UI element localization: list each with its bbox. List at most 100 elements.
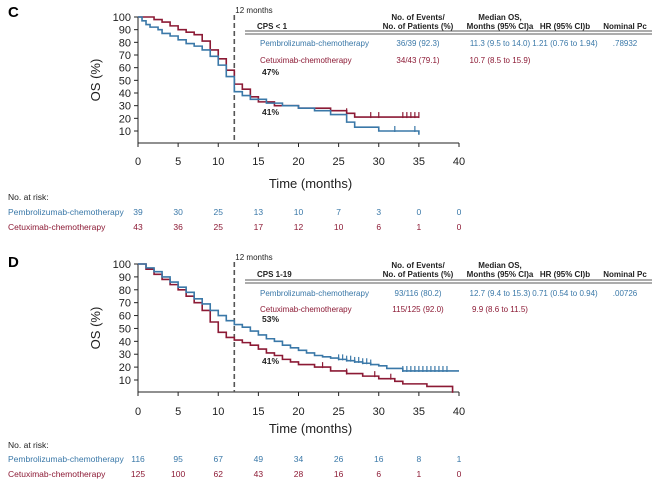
risk-value: 1 — [457, 454, 462, 464]
risk-value: 67 — [214, 454, 224, 464]
x-tick-label: 25 — [333, 156, 345, 168]
risk-value: 10 — [294, 207, 304, 217]
table-cell: 9.9 (8.6 to 11.5) — [472, 305, 528, 314]
risk-value: 116 — [131, 454, 145, 464]
risk-row-label: Pembrolizumab-chemotherapy — [8, 454, 124, 464]
table-header: No. of Events/ — [391, 13, 445, 22]
risk-value: 12 — [294, 222, 304, 232]
x-tick-label: 15 — [252, 156, 264, 168]
x-tick-label: 0 — [135, 156, 141, 168]
risk-value: 10 — [334, 222, 344, 232]
table-cell: 12.7 (9.4 to 15.3) — [470, 289, 531, 298]
x-tick-label: 20 — [292, 156, 304, 168]
y-tick-label: 60 — [119, 63, 131, 75]
table-header: No. of Events/ — [391, 261, 445, 270]
risk-table-title: No. at risk: — [8, 192, 49, 202]
y-tick-label: 40 — [119, 336, 131, 348]
y-tick-label: 40 — [119, 88, 131, 100]
risk-row-label: Cetuximab-chemotherapy — [8, 222, 106, 232]
y-tick-label: 70 — [119, 50, 131, 62]
risk-value: 8 — [417, 454, 422, 464]
table-cell: 10.7 (8.5 to 15.9) — [470, 56, 531, 65]
table-header: Months (95% CI)a — [467, 270, 534, 279]
y-tick-label: 50 — [119, 75, 131, 87]
y-axis-title: OS (%) — [88, 59, 103, 102]
table-header: No. of Patients (%) — [383, 270, 454, 279]
x-axis-title: Time (months) — [269, 421, 352, 436]
panel-letter: C — [8, 4, 19, 21]
table-header: CPS < 1 — [257, 22, 288, 31]
risk-value: 43 — [254, 469, 264, 479]
x-tick-label: 40 — [453, 156, 465, 168]
risk-value: 95 — [173, 454, 183, 464]
x-tick-label: 5 — [175, 406, 181, 418]
risk-value: 100 — [171, 469, 185, 479]
table-cell: 115/125 (92.0) — [392, 305, 444, 314]
table-header: HR (95% CI)b — [540, 270, 590, 279]
risk-value: 13 — [254, 207, 264, 217]
x-tick-label: 35 — [413, 156, 425, 168]
x-tick-label: 0 — [135, 406, 141, 418]
x-tick-label: 10 — [212, 406, 224, 418]
x-tick-label: 20 — [292, 406, 304, 418]
x-tick-label: 35 — [413, 406, 425, 418]
y-tick-label: 70 — [119, 298, 131, 310]
x-tick-label: 5 — [175, 156, 181, 168]
y-tick-label: 20 — [119, 113, 131, 125]
risk-value: 1 — [417, 222, 422, 232]
annotation-lower: 41% — [262, 356, 279, 366]
y-tick-label: 80 — [119, 37, 131, 49]
risk-value: 1 — [417, 469, 422, 479]
x-tick-label: 10 — [212, 156, 224, 168]
risk-row-label: Pembrolizumab-chemotherapy — [8, 207, 124, 217]
table-header: CPS 1-19 — [257, 270, 292, 279]
y-tick-label: 30 — [119, 101, 131, 113]
table-cell: 93/116 (80.2) — [395, 289, 442, 298]
risk-value: 6 — [376, 222, 381, 232]
risk-value: 0 — [457, 469, 462, 479]
ref-line-label: 12 months — [235, 253, 272, 262]
risk-value: 0 — [417, 207, 422, 217]
x-tick-label: 30 — [373, 406, 385, 418]
risk-value: 0 — [457, 207, 462, 217]
table-cell: Pembrolizumab-chemotherapy — [260, 39, 369, 48]
risk-value: 26 — [334, 454, 344, 464]
y-tick-label: 30 — [119, 349, 131, 361]
table-cell: 1.21 (0.76 to 1.94) — [532, 39, 598, 48]
risk-value: 6 — [376, 469, 381, 479]
table-header: Median OS, — [478, 261, 522, 270]
risk-value: 49 — [254, 454, 264, 464]
risk-value: 43 — [133, 222, 143, 232]
table-header: Nominal Pc — [603, 22, 647, 31]
y-tick-label: 80 — [119, 285, 131, 297]
table-header: HR (95% CI)b — [540, 22, 590, 31]
table-cell: 0.71 (0.54 to 0.94) — [532, 289, 598, 298]
table-cell: 36/39 (92.3) — [396, 39, 439, 48]
y-tick-label: 10 — [119, 375, 131, 387]
table-cell: .00726 — [613, 289, 638, 298]
y-tick-label: 100 — [113, 12, 131, 24]
risk-value: 125 — [131, 469, 145, 479]
ref-line-label: 12 months — [235, 6, 272, 15]
x-tick-label: 30 — [373, 156, 385, 168]
table-cell: 34/43 (79.1) — [396, 56, 439, 65]
table-cell: .78932 — [613, 39, 638, 48]
risk-value: 39 — [133, 207, 143, 217]
table-cell: Pembrolizumab-chemotherapy — [260, 289, 369, 298]
risk-value: 34 — [294, 454, 304, 464]
risk-value: 25 — [214, 207, 224, 217]
risk-table-title: No. at risk: — [8, 440, 49, 450]
y-tick-label: 100 — [113, 259, 131, 271]
risk-value: 0 — [457, 222, 462, 232]
x-axis-title: Time (months) — [269, 176, 352, 191]
annotation-lower: 41% — [262, 107, 279, 117]
y-tick-label: 50 — [119, 323, 131, 335]
risk-value: 62 — [214, 469, 224, 479]
risk-value: 30 — [173, 207, 183, 217]
risk-value: 7 — [336, 207, 341, 217]
y-axis-title: OS (%) — [88, 307, 103, 350]
table-header: Median OS, — [478, 13, 522, 22]
risk-row-label: Cetuximab-chemotherapy — [8, 469, 106, 479]
table-cell: Cetuximab-chemotherapy — [260, 56, 352, 65]
